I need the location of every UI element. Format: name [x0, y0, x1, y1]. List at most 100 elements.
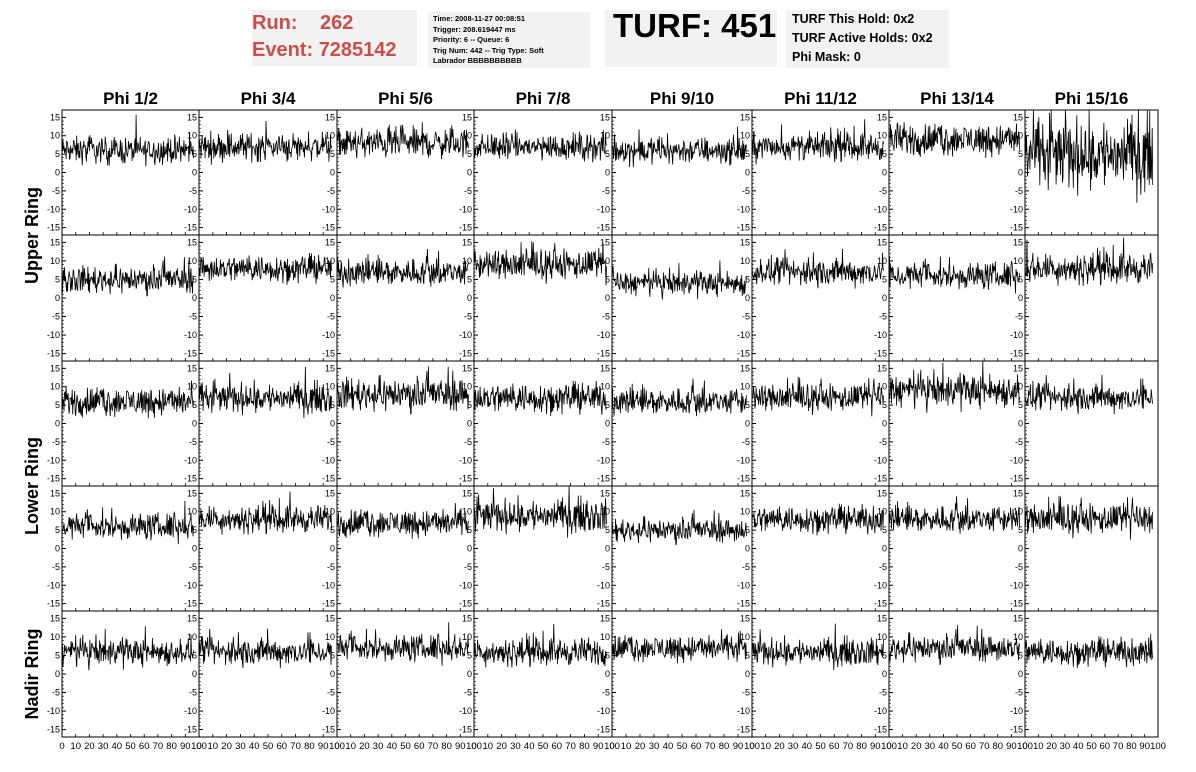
panel-frame-r5-c5 [611, 610, 753, 738]
y-tick-label-r4-c8: -5 [1015, 562, 1023, 572]
x-tick-label-c6: 60 [829, 741, 840, 752]
waveform-r3-c2 [198, 366, 332, 419]
y-tick-label-r1-c8: 0 [1018, 168, 1023, 178]
x-tick-label-c5: 20 [635, 741, 646, 752]
y-tick-label-r4-c8: -15 [1010, 599, 1023, 609]
y-tick-label-r3-c8: 10 [1013, 382, 1023, 392]
y-tick-label-r2-c4: -10 [459, 330, 472, 340]
y-tick-label-r5-c5: 5 [605, 650, 610, 660]
y-tick-label-r3-c4: 5 [467, 400, 472, 410]
y-tick-label-r5-c3: -5 [327, 688, 335, 698]
y-tick-label-r5-c1: -15 [47, 725, 60, 735]
x-tick-label-c3: 70 [428, 741, 439, 752]
y-tick-label-r2-c8: -15 [1010, 349, 1023, 359]
x-tick-label-c1: 20 [84, 741, 95, 752]
x-tick-label-c1: 30 [98, 741, 109, 752]
y-tick-label-r5-c4: -5 [464, 688, 472, 698]
y-tick-label-r5-c2: 5 [192, 650, 197, 660]
y-tick-label-r3-c5: 15 [600, 363, 610, 373]
y-tick-label-r5-c6: 0 [745, 669, 750, 679]
y-tick-label-r2-c5: -15 [597, 349, 610, 359]
x-tick-label-c4: 80 [579, 741, 590, 752]
y-tick-label-r3-c6: -5 [742, 437, 750, 447]
y-tick-label-r5-c6: 15 [740, 613, 750, 623]
event-value: 7285142 [318, 39, 397, 61]
x-tick-label-c1: 40 [112, 741, 123, 752]
y-tick-label-r5-c7: 10 [877, 632, 887, 642]
x-tick-label-c5: 70 [705, 741, 716, 752]
run-event-box: Run: 262 Event: 7285142 [252, 10, 417, 66]
x-tick-label-c6: 10 [760, 741, 771, 752]
y-tick-label-r4-c4: 10 [462, 507, 472, 517]
y-tick-label-r3-c6: -15 [737, 474, 750, 484]
panel-frame-r5-c6 [751, 610, 890, 738]
x-tick-label-c8: 80 [1126, 741, 1137, 752]
x-tick-label-c8: 40 [1073, 741, 1084, 752]
y-tick-label-r2-c2: 15 [187, 237, 197, 247]
y-tick-label-r5-c7: -15 [874, 725, 887, 735]
y-tick-label-r4-c6: -10 [737, 580, 750, 590]
y-tick-label-r3-c3: 15 [325, 363, 335, 373]
waveform-r2-c3 [336, 248, 469, 288]
y-tick-label-r4-c8: 5 [1018, 525, 1023, 535]
y-tick-label-r2-c7: -10 [874, 330, 887, 340]
y-tick-label-r1-c5: 0 [605, 168, 610, 178]
y-tick-label-r3-c5: -5 [602, 437, 610, 447]
x-tick-label-c7: 60 [965, 741, 976, 752]
waveform-r1-c4 [473, 129, 607, 163]
y-tick-label-r2-c3: 5 [330, 274, 335, 284]
y-tick-label-r5-c4: 5 [467, 650, 472, 660]
waveform-r5-c8 [1024, 633, 1154, 669]
y-tick-label-r5-c7: 0 [882, 669, 887, 679]
y-tick-label-r1-c2: 10 [187, 131, 197, 141]
x-tick-label-c3: 90 [455, 741, 466, 752]
column-header-8: Phi 15/16 [1055, 89, 1129, 108]
info-priority: Priority: 6 -- Queue: 6 [433, 35, 510, 44]
y-tick-label-r1-c5: 15 [600, 112, 610, 122]
y-tick-label-r3-c5: -10 [597, 455, 610, 465]
waveform-r4-c3 [336, 502, 469, 539]
x-tick-label-c5: 10 [621, 741, 632, 752]
x-tick-label-c3: 100 [466, 741, 482, 752]
info-time: Time: 2008-11-27 00:08:51 [433, 14, 526, 23]
y-tick-label-r1-c3: 0 [330, 168, 335, 178]
x-tick-label-c7: 100 [1017, 741, 1033, 752]
y-tick-label-r2-c7: -5 [879, 312, 887, 322]
panel-frame-r4-c1 [61, 485, 200, 612]
panel-frame-r5-c8 [1024, 610, 1159, 738]
waveform-r1-c5 [611, 126, 747, 168]
y-tick-label-r5-c8: 5 [1018, 650, 1023, 660]
y-tick-label-r2-c1: 5 [55, 274, 60, 284]
y-tick-label-r3-c2: 5 [192, 400, 197, 410]
x-tick-label-c4: 20 [496, 741, 507, 752]
y-tick-label-r5-c3: 0 [330, 669, 335, 679]
x-tick-label-c5: 80 [719, 741, 730, 752]
y-tick-label-r1-c1: -5 [52, 186, 60, 196]
y-tick-label-r1-c3: -10 [322, 204, 335, 214]
x-tick-label-c7: 90 [1006, 741, 1017, 752]
panel-frame-r2-c3 [336, 234, 475, 362]
y-tick-label-r3-c6: 0 [745, 419, 750, 429]
waveform-r2-c4 [473, 241, 607, 286]
y-tick-label-r2-c5: -5 [602, 312, 610, 322]
y-tick-label-r2-c1: 0 [55, 293, 60, 303]
y-tick-label-r3-c2: -5 [189, 437, 197, 447]
x-tick-label-c6: 100 [881, 741, 897, 752]
x-tick-label-c6: 40 [802, 741, 813, 752]
waveform-r2-c1 [61, 256, 194, 297]
y-tick-label-r2-c8: -10 [1010, 330, 1023, 340]
y-tick-label-r3-c3: 5 [330, 400, 335, 410]
x-tick-label-c6: 80 [856, 741, 867, 752]
y-tick-label-r4-c8: 10 [1013, 507, 1023, 517]
waveform-r2-c6 [751, 248, 884, 289]
y-tick-label-r2-c6: 15 [740, 237, 750, 247]
y-tick-label-r5-c1: -5 [52, 688, 60, 698]
column-header-2: Phi 3/4 [241, 89, 296, 108]
waveform-r1-c1 [61, 114, 194, 167]
panel-frame-r1-c1 [61, 109, 200, 236]
y-tick-label-r3-c8: -15 [1010, 474, 1023, 484]
waveform-r1-c3 [336, 122, 469, 160]
y-tick-label-r1-c2: 0 [192, 168, 197, 178]
waveform-r4-c6 [752, 503, 884, 536]
y-tick-label-r2-c2: -15 [184, 349, 197, 359]
